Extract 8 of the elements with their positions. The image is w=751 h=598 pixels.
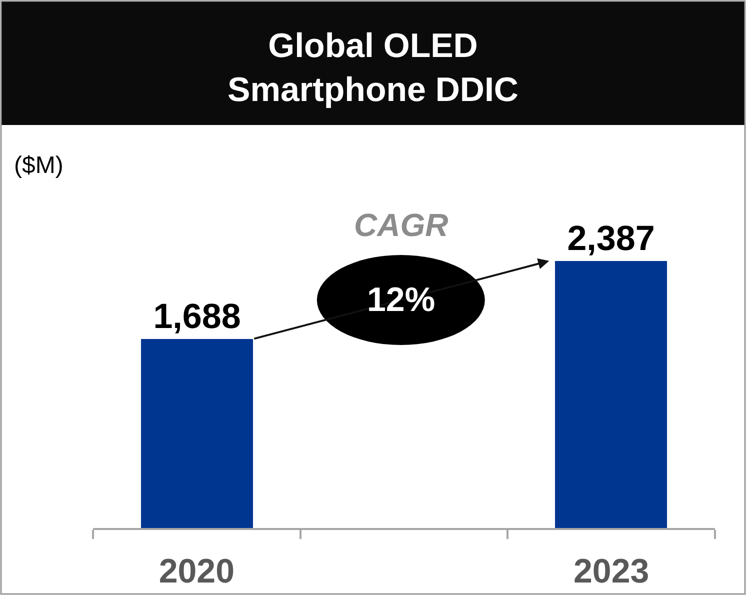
data-label: 1,688 (153, 297, 241, 336)
x-tick-label: 2020 (158, 552, 234, 591)
chart-title: Global OLED Smartphone DDIC (228, 27, 518, 110)
y-axis-title: ($M) (14, 152, 64, 179)
data-label: 2,387 (567, 219, 655, 258)
x-tick-label: 2023 (574, 552, 650, 591)
text: CAGR (354, 207, 448, 243)
annotation: 12% (367, 281, 436, 319)
